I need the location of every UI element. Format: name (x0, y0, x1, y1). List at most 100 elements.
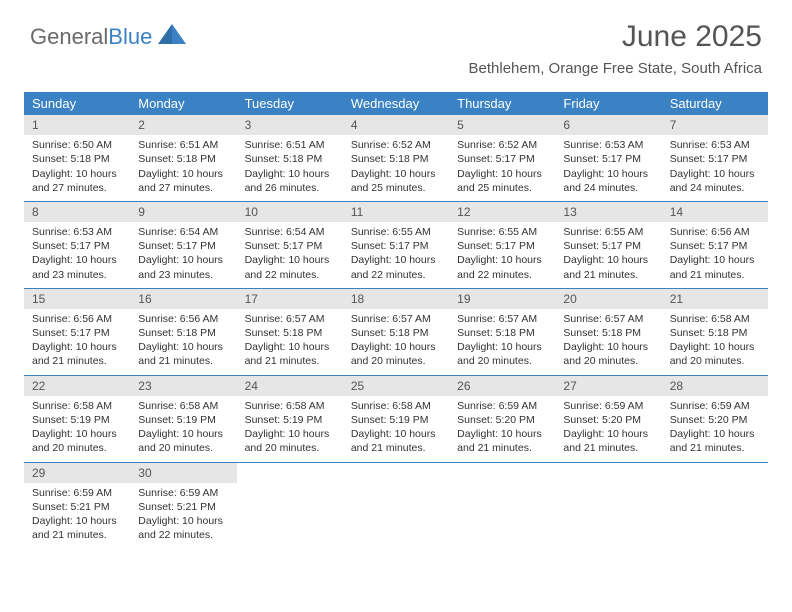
day-info: Sunrise: 6:57 AMSunset: 5:18 PMDaylight:… (555, 312, 661, 369)
sunset-text: Sunset: 5:18 PM (32, 152, 122, 166)
day-number: 12 (449, 202, 555, 222)
location-text: Bethlehem, Orange Free State, South Afri… (469, 60, 763, 77)
day-number: 29 (24, 463, 130, 483)
sunset-text: Sunset: 5:19 PM (245, 413, 335, 427)
calendar-week: 1Sunrise: 6:50 AMSunset: 5:18 PMDaylight… (24, 115, 768, 202)
calendar-cell: 20Sunrise: 6:57 AMSunset: 5:18 PMDayligh… (555, 289, 661, 375)
daylight-text: Daylight: 10 hours and 21 minutes. (563, 253, 653, 281)
calendar-cell (237, 463, 343, 549)
calendar-week: 29Sunrise: 6:59 AMSunset: 5:21 PMDayligh… (24, 463, 768, 549)
calendar-body: 1Sunrise: 6:50 AMSunset: 5:18 PMDaylight… (24, 115, 768, 548)
daylight-text: Daylight: 10 hours and 25 minutes. (457, 167, 547, 195)
sunset-text: Sunset: 5:17 PM (138, 239, 228, 253)
calendar-cell: 17Sunrise: 6:57 AMSunset: 5:18 PMDayligh… (237, 289, 343, 375)
daylight-text: Daylight: 10 hours and 22 minutes. (138, 514, 228, 542)
sunrise-text: Sunrise: 6:53 AM (563, 138, 653, 152)
calendar-cell: 2Sunrise: 6:51 AMSunset: 5:18 PMDaylight… (130, 115, 236, 201)
sunrise-text: Sunrise: 6:57 AM (457, 312, 547, 326)
sunset-text: Sunset: 5:20 PM (457, 413, 547, 427)
calendar-cell: 15Sunrise: 6:56 AMSunset: 5:17 PMDayligh… (24, 289, 130, 375)
sunset-text: Sunset: 5:18 PM (245, 326, 335, 340)
sunrise-text: Sunrise: 6:53 AM (32, 225, 122, 239)
sunrise-text: Sunrise: 6:52 AM (351, 138, 441, 152)
day-info: Sunrise: 6:59 AMSunset: 5:21 PMDaylight:… (24, 486, 130, 543)
day-number: 5 (449, 115, 555, 135)
daylight-text: Daylight: 10 hours and 23 minutes. (138, 253, 228, 281)
calendar-cell: 27Sunrise: 6:59 AMSunset: 5:20 PMDayligh… (555, 376, 661, 462)
sunrise-text: Sunrise: 6:53 AM (670, 138, 760, 152)
day-number: 26 (449, 376, 555, 396)
sunrise-text: Sunrise: 6:56 AM (138, 312, 228, 326)
sunset-text: Sunset: 5:18 PM (138, 326, 228, 340)
sunset-text: Sunset: 5:17 PM (32, 326, 122, 340)
sunrise-text: Sunrise: 6:57 AM (245, 312, 335, 326)
sunset-text: Sunset: 5:21 PM (32, 500, 122, 514)
day-info: Sunrise: 6:57 AMSunset: 5:18 PMDaylight:… (343, 312, 449, 369)
sunset-text: Sunset: 5:18 PM (351, 326, 441, 340)
page-title: June 2025 (469, 20, 763, 54)
sunrise-text: Sunrise: 6:54 AM (245, 225, 335, 239)
sunset-text: Sunset: 5:19 PM (32, 413, 122, 427)
sunset-text: Sunset: 5:21 PM (138, 500, 228, 514)
day-number: 17 (237, 289, 343, 309)
day-name: Tuesday (237, 92, 343, 115)
sunset-text: Sunset: 5:17 PM (670, 152, 760, 166)
calendar-cell: 8Sunrise: 6:53 AMSunset: 5:17 PMDaylight… (24, 202, 130, 288)
daylight-text: Daylight: 10 hours and 20 minutes. (457, 340, 547, 368)
calendar-cell: 26 Sunrise: 6:59 AMSunset: 5:20 PMDayligh… (449, 376, 555, 462)
sunrise-text: Sunrise: 6:59 AM (670, 399, 760, 413)
day-info: Sunrise: 6:59 AMSunset: 5:20 PMDaylight:… (449, 399, 555, 456)
sunset-text: Sunset: 5:17 PM (457, 239, 547, 253)
sunset-text: Sunset: 5:18 PM (351, 152, 441, 166)
sunset-text: Sunset: 5:20 PM (670, 413, 760, 427)
day-info: Sunrise: 6:59 AMSunset: 5:21 PMDaylight:… (130, 486, 236, 543)
sunrise-text: Sunrise: 6:51 AM (138, 138, 228, 152)
sunset-text: Sunset: 5:18 PM (245, 152, 335, 166)
day-number: 22 (24, 376, 130, 396)
day-number: 2 (130, 115, 236, 135)
day-info: Sunrise: 6:57 AMSunset: 5:18 PMDaylight:… (449, 312, 555, 369)
day-number: 13 (555, 202, 661, 222)
header: June 2025 Bethlehem, Orange Free State, … (469, 20, 763, 77)
day-number: 6 (555, 115, 661, 135)
daylight-text: Daylight: 10 hours and 21 minutes. (563, 427, 653, 455)
day-number: 15 (24, 289, 130, 309)
sunrise-text: Sunrise: 6:58 AM (351, 399, 441, 413)
daylight-text: Daylight: 10 hours and 21 minutes. (670, 427, 760, 455)
sunrise-text: Sunrise: 6:59 AM (138, 486, 228, 500)
logo-text-2: Blue (108, 24, 152, 50)
sunrise-text: Sunrise: 6:52 AM (457, 138, 547, 152)
calendar-cell: 23Sunrise: 6:58 AMSunset: 5:19 PMDayligh… (130, 376, 236, 462)
calendar-cell: 18 Sunrise: 6:57 AMSunset: 5:18 PMDayligh… (343, 289, 449, 375)
calendar-cell: 16Sunrise: 6:56 AMSunset: 5:18 PMDayligh… (130, 289, 236, 375)
daylight-text: Daylight: 10 hours and 27 minutes. (32, 167, 122, 195)
day-info: Sunrise: 6:53 AMSunset: 5:17 PMDaylight:… (24, 225, 130, 282)
calendar-week: 15 Sunrise: 6:56 AM Sunset: 5:17 PM Dayligh… (24, 289, 768, 376)
calendar-cell: 13Sunrise: 6:55 AMSunset: 5:17 PMDayligh… (555, 202, 661, 288)
sunrise-text: Sunrise: 6:57 AM (563, 312, 653, 326)
calendar-cell: 10Sunrise: 6:54 AMSunset: 5:17 PMDayligh… (237, 202, 343, 288)
daylight-text: Daylight: 10 hours and 26 minutes. (245, 167, 335, 195)
sunrise-text: Sunrise: 6:59 AM (457, 399, 547, 413)
day-info: Sunrise: 6:50 AMSunset: 5:18 PMDaylight:… (24, 138, 130, 195)
sunrise-text: Sunrise: 6:58 AM (138, 399, 228, 413)
calendar-cell (343, 463, 449, 549)
sunset-text: Sunset: 5:17 PM (351, 239, 441, 253)
calendar-cell: 22Sunrise: 6:58 AMSunset: 5:19 PMDayligh… (24, 376, 130, 462)
calendar-week: 22Sunrise: 6:58 AMSunset: 5:19 PMDayligh… (24, 376, 768, 463)
day-info: Sunrise: 6:53 AMSunset: 5:17 PMDaylight:… (555, 138, 661, 195)
sunset-text: Sunset: 5:17 PM (457, 152, 547, 166)
sunrise-text: Sunrise: 6:57 AM (351, 312, 441, 326)
calendar-cell (449, 463, 555, 549)
sunrise-text: Sunrise: 6:58 AM (32, 399, 122, 413)
calendar-cell (555, 463, 661, 549)
day-number: 7 (662, 115, 768, 135)
calendar-cell: 9Sunrise: 6:54 AMSunset: 5:17 PMDaylight… (130, 202, 236, 288)
day-number: 30 (130, 463, 236, 483)
day-info: Sunrise: 6:54 AMSunset: 5:17 PMDaylight:… (130, 225, 236, 282)
calendar-cell: 7Sunrise: 6:53 AMSunset: 5:17 PMDaylight… (662, 115, 768, 201)
calendar-cell: 11Sunrise: 6:55 AMSunset: 5:17 PMDayligh… (343, 202, 449, 288)
logo-mark-icon (158, 24, 186, 50)
day-name: Sunday (24, 92, 130, 115)
day-number: 18 (343, 289, 449, 309)
